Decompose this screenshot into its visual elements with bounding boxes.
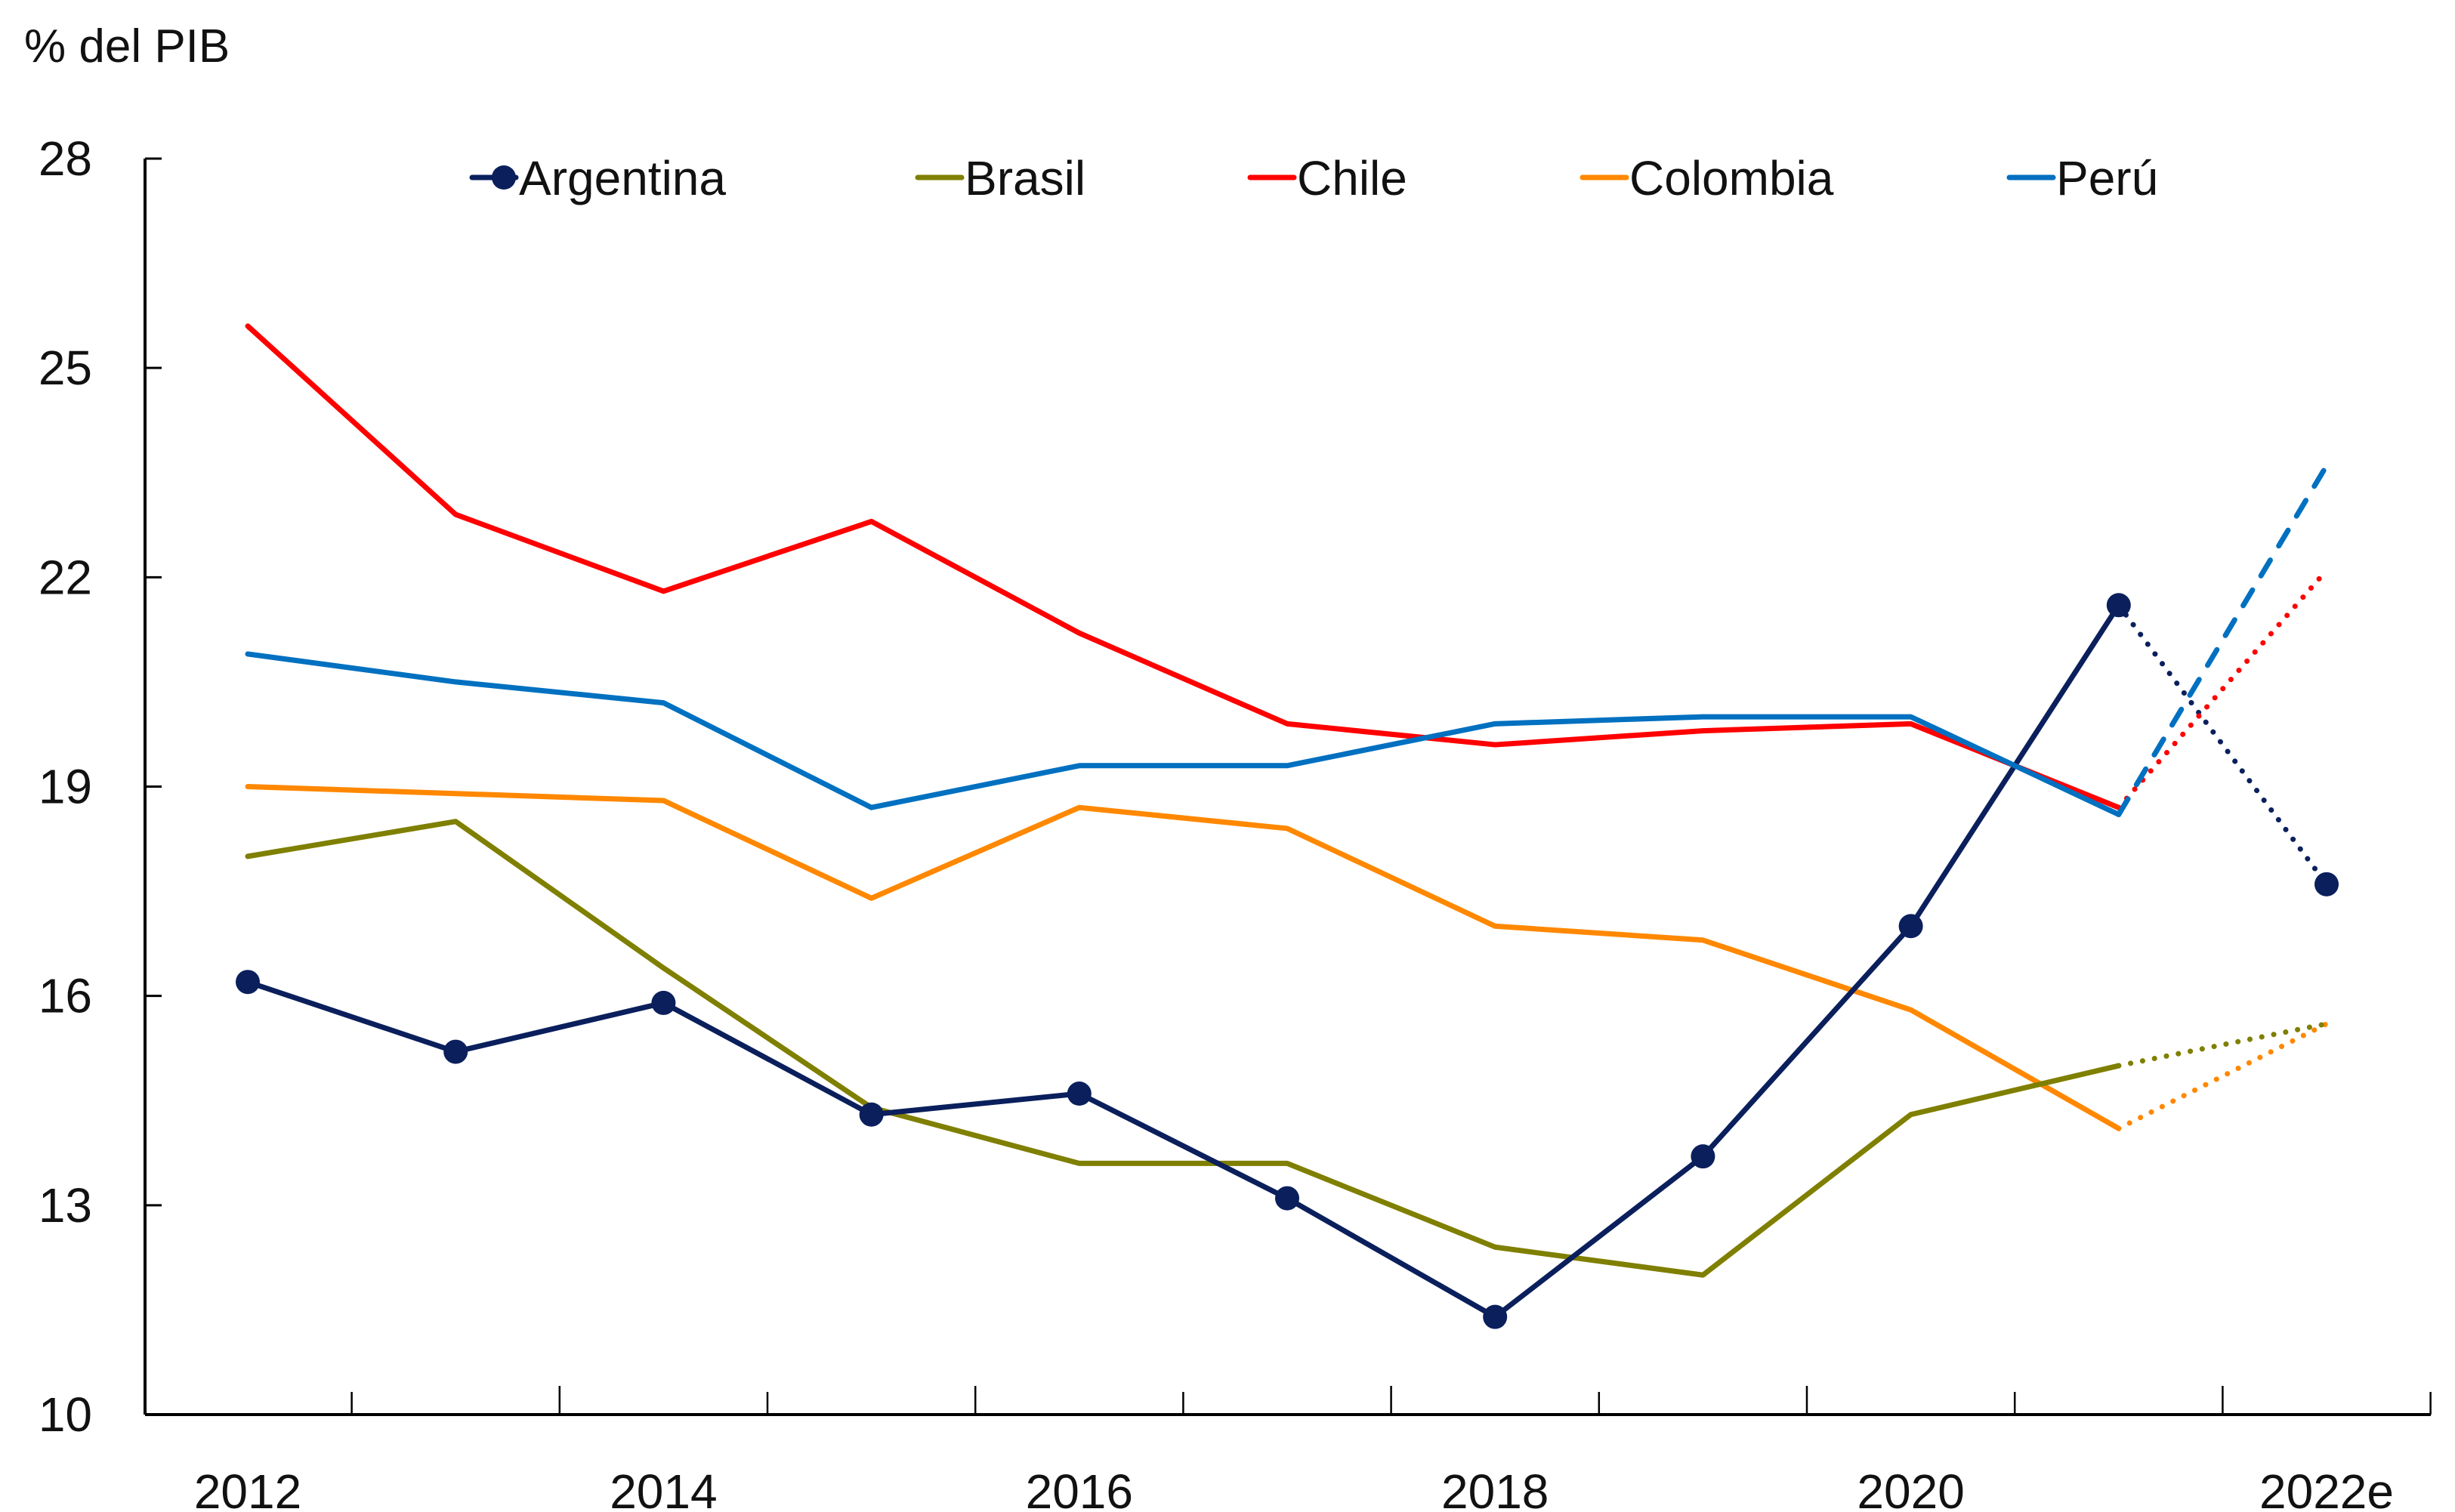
series-peru [245, 463, 2330, 817]
axes [144, 157, 2432, 1416]
legend-label: Colombia [1629, 151, 1834, 205]
data-point-argentina [443, 1039, 468, 1064]
x-tick-label: 2020 [1857, 1464, 1964, 1512]
series-chile [245, 323, 2330, 810]
y-tick-label: 25 [39, 341, 92, 395]
data-point-argentina [651, 990, 676, 1015]
y-tick-label: 16 [39, 969, 92, 1023]
y-tick-label: 10 [39, 1387, 92, 1442]
y-tick-label: 13 [39, 1178, 92, 1233]
projection-line-peru [2116, 463, 2330, 817]
legend: Argentina Brasil Chile Colombia Perú [469, 151, 2158, 205]
line-peru [245, 651, 2122, 817]
series-colombia [245, 784, 2330, 1131]
y-tick-label: 19 [39, 760, 92, 814]
line-brasil [245, 819, 2122, 1278]
data-point-argentina [1483, 1304, 1508, 1329]
x-tick-label: 2016 [1026, 1464, 1133, 1512]
line-colombia [245, 784, 2122, 1131]
x-tick-label: 2018 [1441, 1464, 1549, 1512]
projection-line-colombia [2116, 1021, 2330, 1131]
data-point-argentina [859, 1102, 884, 1127]
data-point-argentina [1275, 1186, 1299, 1211]
legend-item-colombia: Colombia [1580, 151, 1834, 205]
projection-line-argentina [2116, 602, 2330, 887]
legend-label: Perú [2056, 151, 2158, 205]
y-axis-label: % del PIB [24, 20, 230, 73]
legend-item-chile: Chile [1247, 151, 1407, 205]
data-point-argentina [2106, 593, 2131, 618]
legend-marker-icon [492, 165, 516, 190]
series-brasil [245, 819, 2330, 1278]
legend-item-brasil: Brasil [915, 151, 1085, 205]
legend-label: Brasil [965, 151, 1085, 205]
line-argentina [245, 602, 2122, 1320]
y-tick-label: 22 [39, 550, 92, 604]
series-argentina [236, 593, 2339, 1329]
data-point-argentina [1898, 914, 1923, 939]
legend-label: Argentina [519, 151, 726, 205]
projection-line-chile [2116, 567, 2330, 810]
data-point-argentina [2314, 872, 2339, 896]
legend-item-peru: Perú [2006, 151, 2158, 205]
x-tick-label: 2022e [2259, 1464, 2394, 1512]
x-tick-label: 2012 [194, 1464, 301, 1512]
series-group [236, 323, 2339, 1329]
data-point-argentina [236, 970, 260, 995]
y-tick-labels: 10 13 16 19 22 25 28 [39, 131, 92, 1442]
line-chile [245, 323, 2122, 810]
legend-item-argentina: Argentina [469, 151, 726, 205]
data-point-argentina [1067, 1082, 1092, 1106]
projection-line-brasil [2116, 1021, 2330, 1069]
y-tick-label: 28 [39, 131, 92, 186]
x-tick-label: 2014 [610, 1464, 717, 1512]
x-tick-labels: 2012 2014 2016 2018 2020 2022e [194, 1464, 2394, 1512]
legend-label: Chile [1297, 151, 1407, 205]
data-point-argentina [1691, 1144, 1715, 1169]
